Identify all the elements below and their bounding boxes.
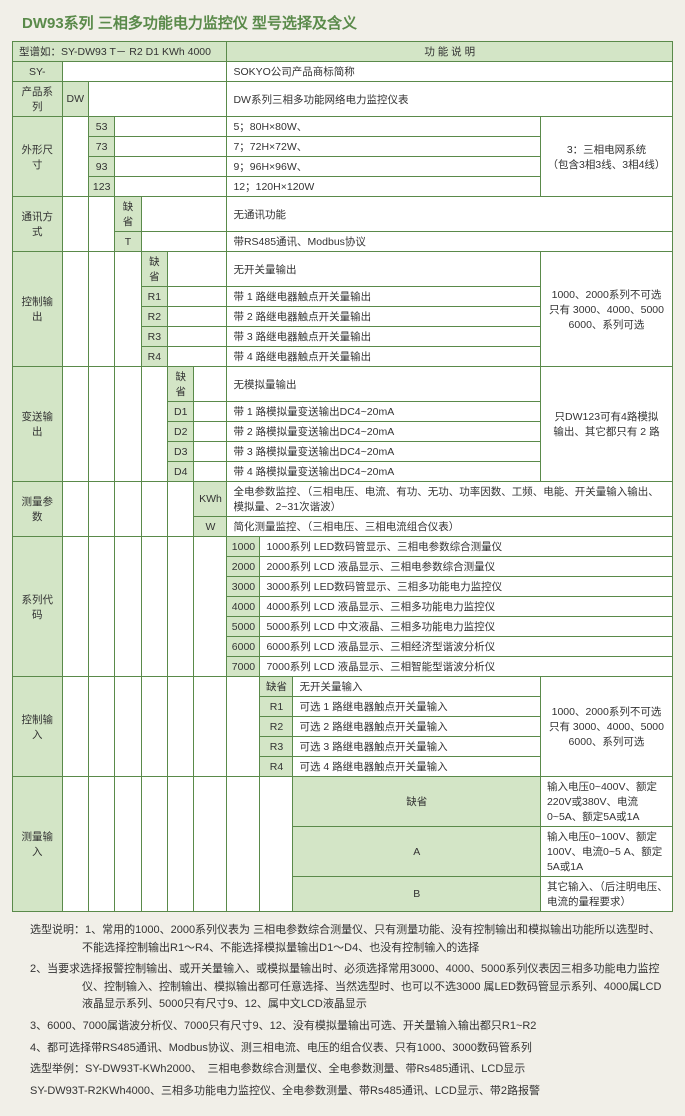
co-d3: 带 3 路继电器触点开关量输出 bbox=[227, 327, 541, 347]
size-label: 外形尺寸 bbox=[13, 117, 63, 197]
size-c2: 93 bbox=[88, 157, 114, 177]
comm-c1: T bbox=[115, 232, 141, 252]
size-c0: 53 bbox=[88, 117, 114, 137]
s-c3: 4000 bbox=[227, 597, 260, 617]
mi-c1: A bbox=[293, 827, 541, 877]
model-header: 型谱如：SY-DW93 T－ R2 D1 KWh 4000 bbox=[13, 42, 227, 62]
sel-2: 3、6000、7000属谐波分析仪、7000只有尺寸9、12、没有模拟量输出可选… bbox=[30, 1020, 536, 1032]
s-c6: 7000 bbox=[227, 657, 260, 677]
mp-c1: W bbox=[194, 517, 227, 537]
size-d1: 7；72H×72W、 bbox=[227, 137, 541, 157]
ao-side: 只DW123可有4路模拟输出、其它都只有 2 路 bbox=[540, 367, 672, 482]
ci-d2: 可选 2 路继电器触点开关量输入 bbox=[293, 717, 541, 737]
sy-desc: SOKYO公司产品商标简称 bbox=[227, 62, 673, 82]
mi-label: 测量输入 bbox=[13, 777, 63, 912]
co-c4: R4 bbox=[141, 347, 167, 367]
s-c2: 3000 bbox=[227, 577, 260, 597]
func-header: 功 能 说 明 bbox=[227, 42, 673, 62]
ci-c2: R2 bbox=[260, 717, 293, 737]
sel-label: 选型说明： bbox=[30, 924, 85, 936]
mp-label: 测量参数 bbox=[13, 482, 63, 537]
co-d0: 无开关量输出 bbox=[227, 252, 541, 287]
ci-d0: 无开关量输入 bbox=[293, 677, 541, 697]
ci-label: 控制输入 bbox=[13, 677, 63, 777]
mi-d1: 输入电压0~100V、额定100V、电流0~5 A、额定5A或1A bbox=[540, 827, 672, 877]
ao-c2: D2 bbox=[168, 422, 194, 442]
comm-d0: 无通讯功能 bbox=[227, 197, 673, 232]
co-c1: R1 bbox=[141, 287, 167, 307]
co-d1: 带 1 路继电器触点开关量输出 bbox=[227, 287, 541, 307]
s-d6: 7000系列 LCD 液晶显示、三相智能型谐波分析仪 bbox=[260, 657, 673, 677]
mp-d0: 全电参数监控、（三相电压、电流、有功、无功、功率因数、工频、电能、开关量输入输出… bbox=[227, 482, 673, 517]
s-d0: 1000系列 LED数码管显示、三相电参数综合测量仪 bbox=[260, 537, 673, 557]
sel-1: 2、当要求选择报警控制输出、或开关量输入、或模拟量输出时、必须选择常用3000、… bbox=[30, 963, 661, 1010]
mp-d1: 简化测量监控、（三相电压、三相电流组合仪表） bbox=[227, 517, 673, 537]
size-d0: 5；80H×80W、 bbox=[227, 117, 541, 137]
size-d3: 12；120H×120W bbox=[227, 177, 541, 197]
ao-d3: 带 3 路模拟量变送输出DC4~20mA bbox=[227, 442, 541, 462]
size-c1: 73 bbox=[88, 137, 114, 157]
ctrlout-label: 控制输出 bbox=[13, 252, 63, 367]
comm-d1: 带RS485通讯、Modbus协议 bbox=[227, 232, 673, 252]
size-c3: 123 bbox=[88, 177, 114, 197]
ci-d1: 可选 1 路继电器触点开关量输入 bbox=[293, 697, 541, 717]
mi-c0: 缺省 bbox=[293, 777, 541, 827]
ci-d3: 可选 3 路继电器触点开关量输入 bbox=[293, 737, 541, 757]
ao-c0: 缺省 bbox=[168, 367, 194, 402]
s-c5: 6000 bbox=[227, 637, 260, 657]
mi-d2: 其它输入、（后注明电压、电流的量程要求） bbox=[540, 877, 672, 912]
series-label: 系列代码 bbox=[13, 537, 63, 677]
s-d5: 6000系列 LCD 液晶显示、三相经济型谐波分析仪 bbox=[260, 637, 673, 657]
ci-c4: R4 bbox=[260, 757, 293, 777]
ao-d0: 无模拟量输出 bbox=[227, 367, 541, 402]
ci-c1: R1 bbox=[260, 697, 293, 717]
comm-c0: 缺省 bbox=[115, 197, 141, 232]
sel-3: 4、都可选择带RS485通讯、Modbus协议、测三相电流、电压的组合仪表、只有… bbox=[30, 1042, 532, 1054]
dw-label: 产品系列 bbox=[13, 82, 63, 117]
co-d2: 带 2 路继电器触点开关量输出 bbox=[227, 307, 541, 327]
s-c1: 2000 bbox=[227, 557, 260, 577]
ao-label: 变送输出 bbox=[13, 367, 63, 482]
ci-c0: 缺省 bbox=[260, 677, 293, 697]
ao-c3: D3 bbox=[168, 442, 194, 462]
co-d4: 带 4 路继电器触点开关量输出 bbox=[227, 347, 541, 367]
ao-d4: 带 4 路模拟量变送输出DC4~20mA bbox=[227, 462, 541, 482]
size-d2: 9；96H×96W、 bbox=[227, 157, 541, 177]
size-side: 3：三相电网系统（包含3相3线、3相4线） bbox=[540, 117, 672, 197]
s-d3: 4000系列 LCD 液晶显示、三相多功能电力监控仪 bbox=[260, 597, 673, 617]
ao-c4: D4 bbox=[168, 462, 194, 482]
selection-notes: 选型说明：1、常用的1000、2000系列仪表为 三相电参数综合测量仪、只有测量… bbox=[64, 922, 673, 1100]
s-d2: 3000系列 LED数码管显示、三相多功能电力监控仪 bbox=[260, 577, 673, 597]
co-side: 1000、2000系列不可选只有 3000、4000、50006000、系列可选 bbox=[540, 252, 672, 367]
s-c4: 5000 bbox=[227, 617, 260, 637]
ci-side: 1000、2000系列不可选只有 3000、4000、50006000、系列可选 bbox=[540, 677, 672, 777]
ci-c3: R3 bbox=[260, 737, 293, 757]
sel-0: 1、常用的1000、2000系列仪表为 三相电参数综合测量仪、只有测量功能、没有… bbox=[82, 924, 660, 954]
ci-d4: 可选 4 路继电器触点开关量输入 bbox=[293, 757, 541, 777]
s-d1: 2000系列 LCD 液晶显示、三相电参数综合测量仪 bbox=[260, 557, 673, 577]
sy-code: SY- bbox=[13, 62, 63, 82]
dw-desc: DW系列三相多功能网络电力监控仪表 bbox=[227, 82, 673, 117]
mi-c2: B bbox=[293, 877, 541, 912]
co-c0: 缺省 bbox=[141, 252, 167, 287]
page-title: DW93系列 三相多功能电力监控仪 型号选择及含义 bbox=[22, 12, 673, 33]
ao-d1: 带 1 路模拟量变送输出DC4~20mA bbox=[227, 402, 541, 422]
comm-label: 通讯方式 bbox=[13, 197, 63, 252]
mp-c0: KWh bbox=[194, 482, 227, 517]
ao-c1: D1 bbox=[168, 402, 194, 422]
ex-1: SY-DW93T-R2KWh4000、三相多功能电力监控仪、全电参数测量、带Rs… bbox=[30, 1085, 540, 1097]
spec-table: 型谱如：SY-DW93 T－ R2 D1 KWh 4000 功 能 说 明 SY… bbox=[12, 41, 673, 912]
ex-label: 选型举例： bbox=[30, 1063, 85, 1075]
co-c3: R3 bbox=[141, 327, 167, 347]
ex-0: SY-DW93T-KWh2000、 三相电参数综合测量仪、全电参数测量、带Rs4… bbox=[85, 1063, 525, 1075]
mi-d0: 输入电压0~400V、额定220V或380V、电流0~5A、额定5A或1A bbox=[540, 777, 672, 827]
s-d4: 5000系列 LCD 中文液晶、三相多功能电力监控仪 bbox=[260, 617, 673, 637]
dw-code: DW bbox=[62, 82, 88, 117]
s-c0: 1000 bbox=[227, 537, 260, 557]
co-c2: R2 bbox=[141, 307, 167, 327]
ao-d2: 带 2 路模拟量变送输出DC4~20mA bbox=[227, 422, 541, 442]
